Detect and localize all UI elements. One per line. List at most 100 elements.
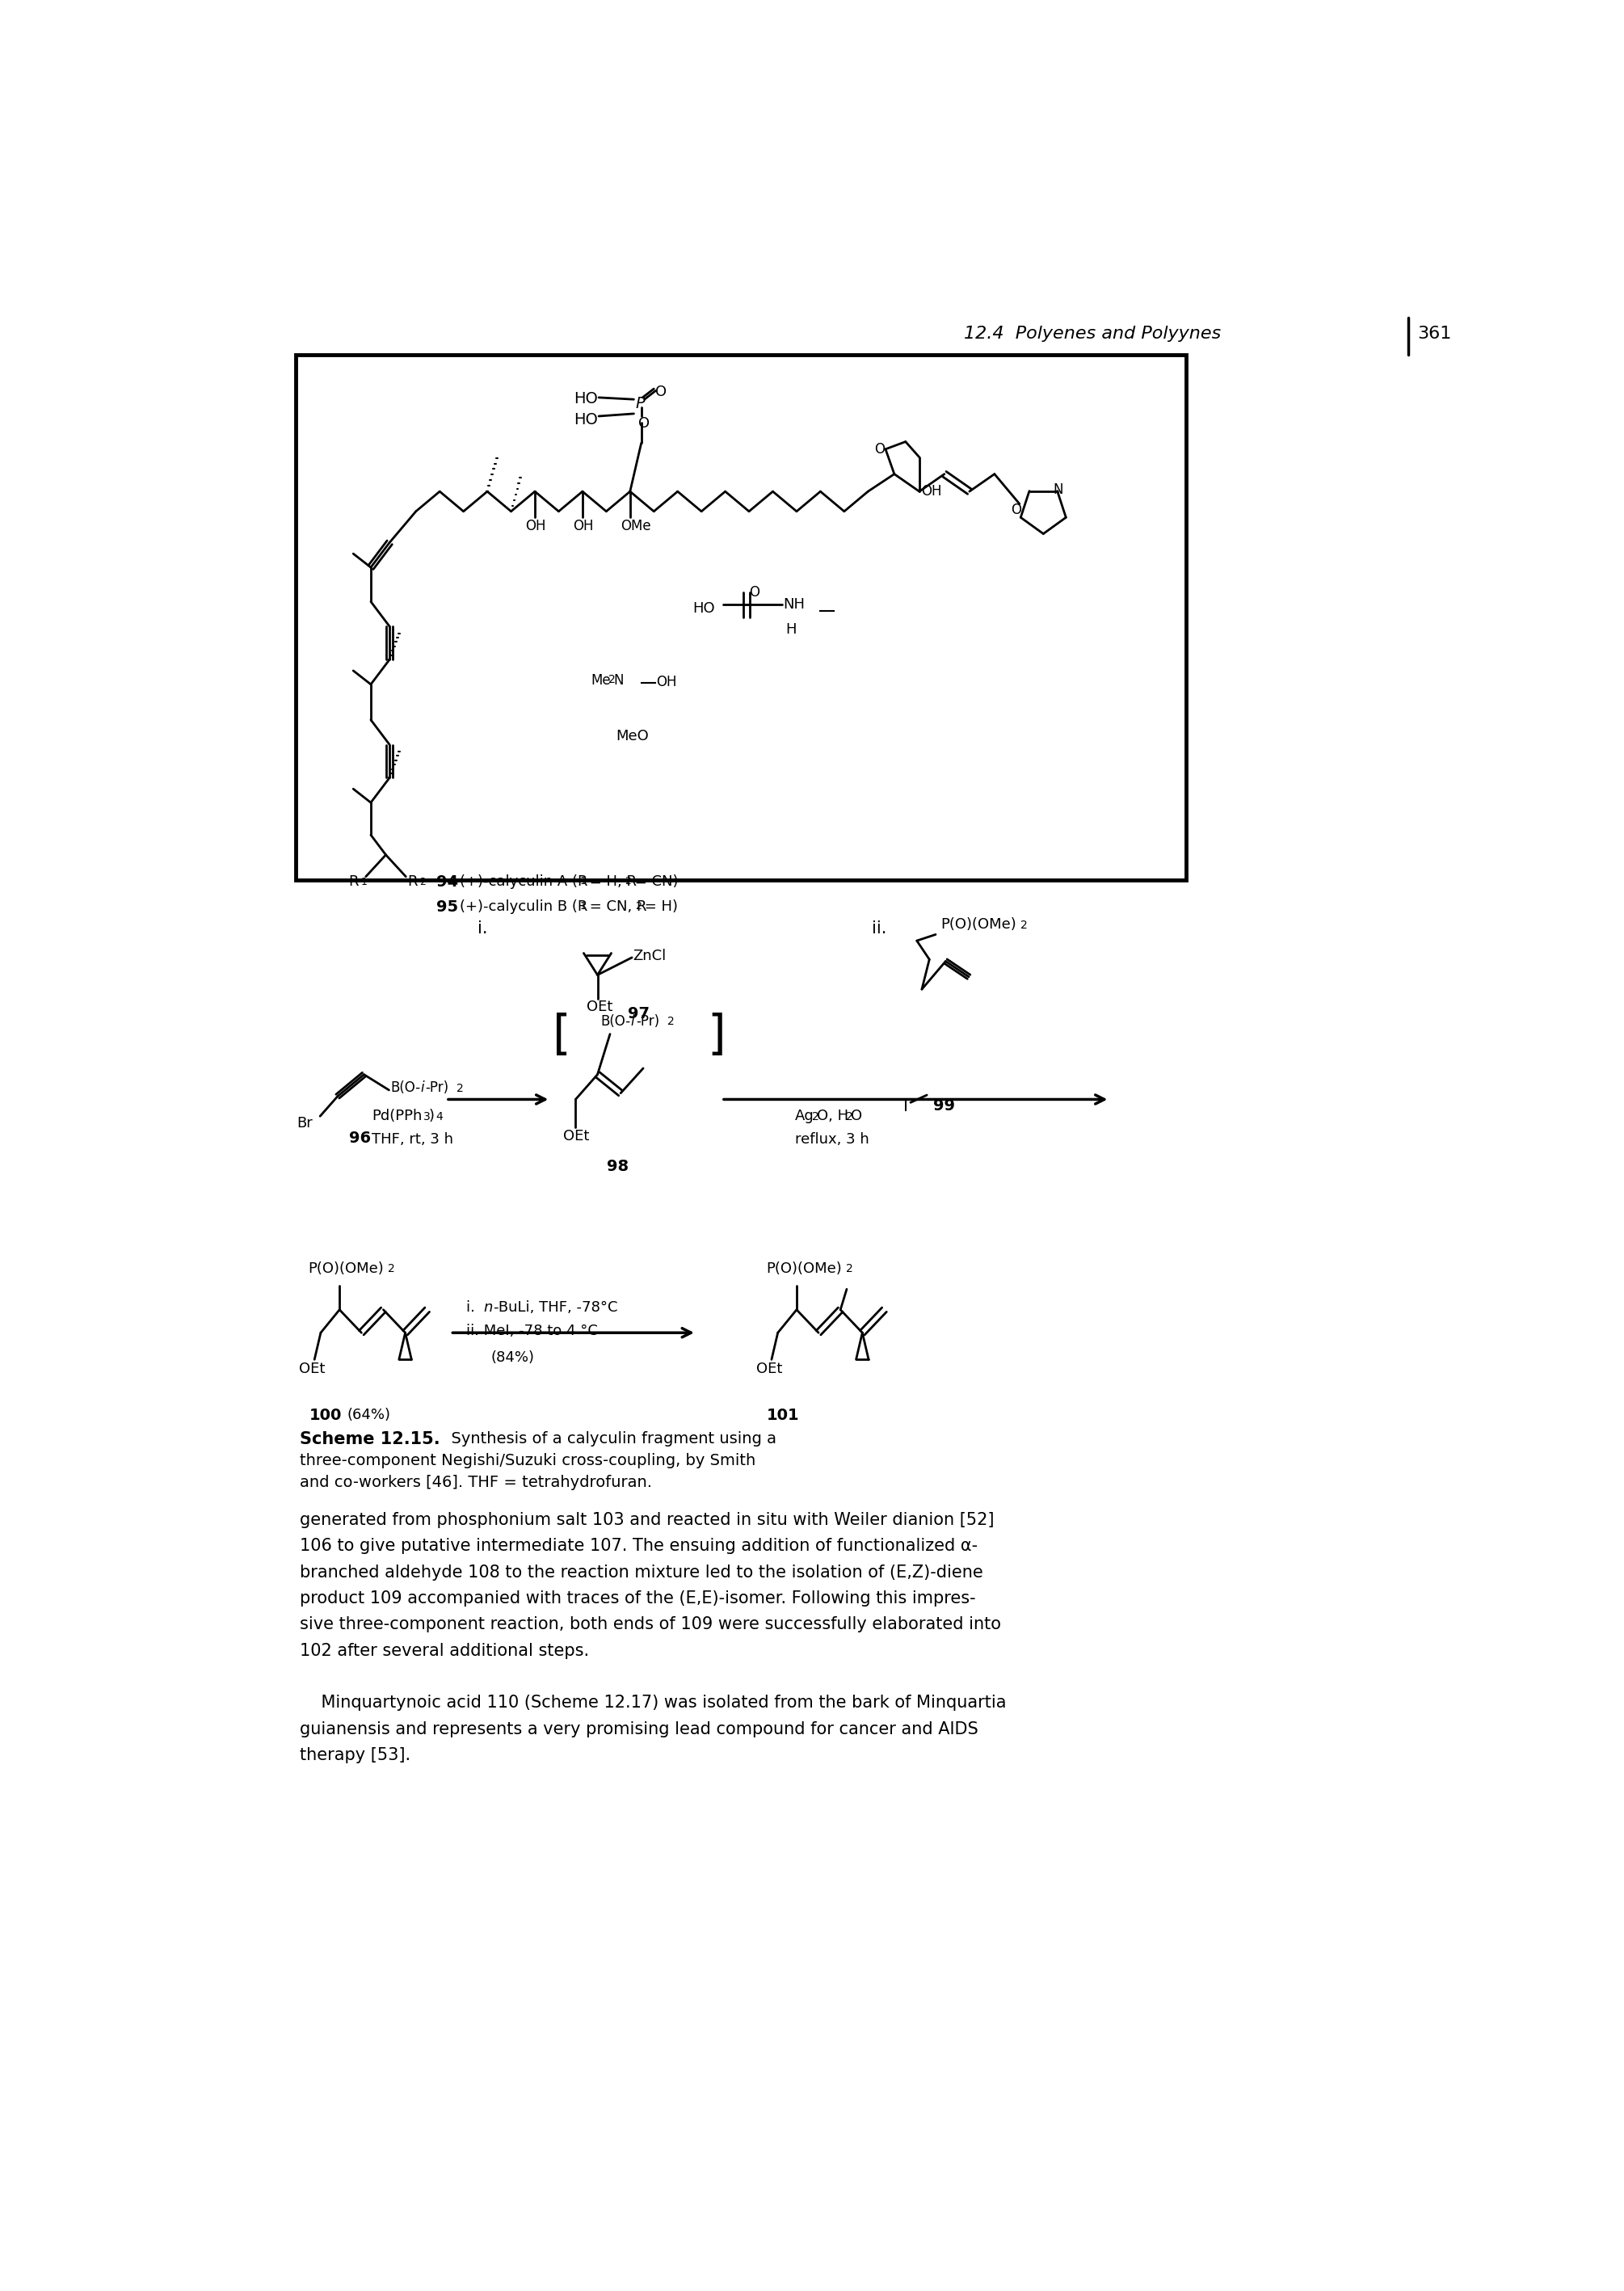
- Text: 97: 97: [627, 1006, 650, 1022]
- Text: n: n: [484, 1301, 492, 1315]
- Text: 102 after several additional steps.: 102 after several additional steps.: [300, 1643, 590, 1659]
- Text: 2: 2: [846, 1262, 853, 1274]
- Text: OEt: OEt: [299, 1361, 325, 1377]
- Text: 1: 1: [361, 877, 367, 887]
- Text: generated from phosphonium salt 103 and reacted in situ with Weiler dianion [52]: generated from phosphonium salt 103 and …: [300, 1512, 994, 1528]
- Text: O: O: [851, 1109, 862, 1123]
- Text: 2: 2: [419, 877, 425, 887]
- Text: (+)-calyculin A (R: (+)-calyculin A (R: [460, 875, 588, 889]
- Text: (64%): (64%): [348, 1407, 391, 1423]
- Bar: [296, 355, 1186, 880]
- Text: Synthesis of a calyculin fragment using a: Synthesis of a calyculin fragment using …: [442, 1432, 776, 1446]
- Text: OH: OH: [656, 676, 677, 690]
- Text: 2: 2: [456, 1084, 464, 1095]
- Text: O: O: [1010, 502, 1021, 518]
- Text: NH: NH: [783, 598, 806, 612]
- Text: 2: 2: [812, 1111, 818, 1123]
- Text: -Pr): -Pr): [635, 1015, 659, 1029]
- Text: sive three-component reaction, both ends of 109 were successfully elaborated int: sive three-component reaction, both ends…: [300, 1617, 1002, 1633]
- Text: 96: 96: [349, 1129, 370, 1146]
- Text: 2: 2: [667, 1015, 674, 1026]
- Text: O: O: [638, 417, 650, 431]
- Text: O, H: O, H: [817, 1109, 848, 1123]
- Text: = CN): = CN): [630, 875, 679, 889]
- Text: P(O)(OMe): P(O)(OMe): [309, 1260, 383, 1276]
- Text: 4: 4: [435, 1111, 443, 1123]
- Text: = H, R: = H, R: [585, 875, 637, 889]
- Text: 2: 2: [388, 1262, 395, 1274]
- Text: 106 to give putative intermediate 107. The ensuing addition of functionalized α-: 106 to give putative intermediate 107. T…: [300, 1537, 978, 1553]
- Text: HO: HO: [693, 603, 715, 616]
- Text: R: R: [408, 875, 417, 889]
- Text: Pd(PPh: Pd(PPh: [372, 1109, 422, 1123]
- Text: ZnCl: ZnCl: [633, 948, 666, 962]
- Text: Br: Br: [297, 1116, 313, 1132]
- Text: i.: i.: [466, 1301, 479, 1315]
- Text: 94: 94: [435, 875, 458, 891]
- Text: branched aldehyde 108 to the reaction mixture led to the isolation of (E,Z)-dien: branched aldehyde 108 to the reaction mi…: [300, 1565, 984, 1581]
- Text: I: I: [903, 1097, 908, 1113]
- Text: (+)-calyculin B (R: (+)-calyculin B (R: [460, 900, 588, 914]
- Text: = H): = H): [640, 900, 679, 914]
- Text: 2: 2: [625, 875, 632, 887]
- Text: = CN, R: = CN, R: [585, 900, 646, 914]
- Text: ii.: ii.: [872, 921, 887, 937]
- Text: MeO: MeO: [615, 729, 650, 745]
- Text: Me: Me: [591, 674, 611, 687]
- Text: P(O)(OMe): P(O)(OMe): [767, 1260, 843, 1276]
- Text: 2: 2: [609, 674, 615, 685]
- Text: 98: 98: [607, 1159, 628, 1173]
- Text: -Pr): -Pr): [425, 1081, 448, 1095]
- Text: 99: 99: [934, 1097, 955, 1113]
- Text: reflux, 3 h: reflux, 3 h: [794, 1132, 869, 1148]
- Text: HO: HO: [573, 412, 598, 428]
- Text: guianensis and represents a very promising lead compound for cancer and AIDS: guianensis and represents a very promisi…: [300, 1721, 979, 1737]
- Text: H: H: [786, 623, 796, 637]
- Text: (84%): (84%): [490, 1349, 534, 1365]
- Text: [: [: [552, 1013, 570, 1058]
- Text: 3: 3: [424, 1111, 430, 1123]
- Text: product 109 accompanied with traces of the (E,E)-isomer. Following this impres-: product 109 accompanied with traces of t…: [300, 1590, 976, 1606]
- Text: Scheme 12.15.: Scheme 12.15.: [300, 1432, 440, 1448]
- Text: 100: 100: [310, 1407, 343, 1423]
- Text: N: N: [614, 674, 624, 687]
- Text: HO: HO: [573, 392, 598, 406]
- Text: OEt: OEt: [755, 1361, 783, 1377]
- Text: ii. MeI, -78 to 4 °C: ii. MeI, -78 to 4 °C: [466, 1324, 598, 1338]
- Text: ): ): [429, 1109, 434, 1123]
- Text: 361: 361: [1418, 325, 1452, 341]
- Text: ]: ]: [706, 1013, 726, 1058]
- Text: B(O-: B(O-: [601, 1015, 630, 1029]
- Text: OH: OH: [573, 518, 594, 534]
- Text: P(O)(OMe): P(O)(OMe): [940, 916, 1017, 932]
- Text: OEt: OEt: [586, 999, 612, 1015]
- Text: N: N: [1054, 481, 1064, 497]
- Text: P: P: [635, 396, 645, 412]
- Text: B(O-: B(O-: [390, 1081, 421, 1095]
- Text: 1: 1: [580, 900, 586, 912]
- Text: OH: OH: [921, 483, 942, 499]
- Text: therapy [53].: therapy [53].: [300, 1748, 411, 1764]
- Text: i.: i.: [477, 921, 487, 937]
- Text: O: O: [654, 385, 666, 399]
- Text: THF, rt, 3 h: THF, rt, 3 h: [372, 1132, 453, 1148]
- Text: OEt: OEt: [564, 1129, 590, 1143]
- Text: -BuLi, THF, -78°C: -BuLi, THF, -78°C: [494, 1301, 617, 1315]
- Text: 1: 1: [580, 875, 586, 887]
- Text: Minquartynoic acid 110 (Scheme 12.17) was isolated from the bark of Minquartia: Minquartynoic acid 110 (Scheme 12.17) wa…: [300, 1695, 1007, 1711]
- Text: O: O: [749, 584, 760, 600]
- Text: Ag: Ag: [794, 1109, 814, 1123]
- Text: 101: 101: [767, 1407, 799, 1423]
- Text: OMe: OMe: [620, 518, 651, 534]
- Text: 2: 2: [1020, 919, 1028, 930]
- Text: and co-workers [46]. THF = tetrahydrofuran.: and co-workers [46]. THF = tetrahydrofur…: [300, 1475, 653, 1489]
- Text: 2: 2: [846, 1111, 853, 1123]
- Text: OH: OH: [526, 518, 546, 534]
- Text: i: i: [630, 1015, 635, 1029]
- Text: O: O: [874, 442, 885, 456]
- Text: R: R: [348, 875, 359, 889]
- Text: 12.4  Polyenes and Polyynes: 12.4 Polyenes and Polyynes: [963, 325, 1221, 341]
- Text: 95: 95: [435, 900, 458, 914]
- Text: 2: 2: [635, 900, 641, 912]
- Text: three-component Negishi/Suzuki cross-coupling, by Smith: three-component Negishi/Suzuki cross-cou…: [300, 1452, 755, 1469]
